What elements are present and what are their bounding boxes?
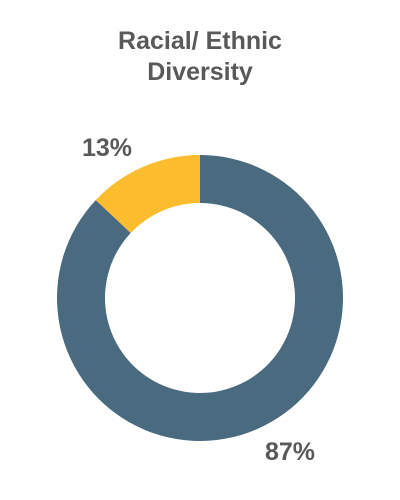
data-label-0: 87%: [265, 438, 315, 466]
donut-slice-1: [95, 155, 200, 233]
chart-title-line-2: Diversity: [147, 58, 253, 86]
donut-slice-0: [56, 155, 343, 441]
chart-title-line-1: Racial/ Ethnic: [118, 27, 282, 55]
chart-title: Racial/ Ethnic Diversity: [0, 26, 400, 88]
donut-slices: [56, 155, 343, 441]
data-labels: 87% 13%: [82, 134, 315, 466]
data-label-1: 13%: [82, 134, 132, 162]
